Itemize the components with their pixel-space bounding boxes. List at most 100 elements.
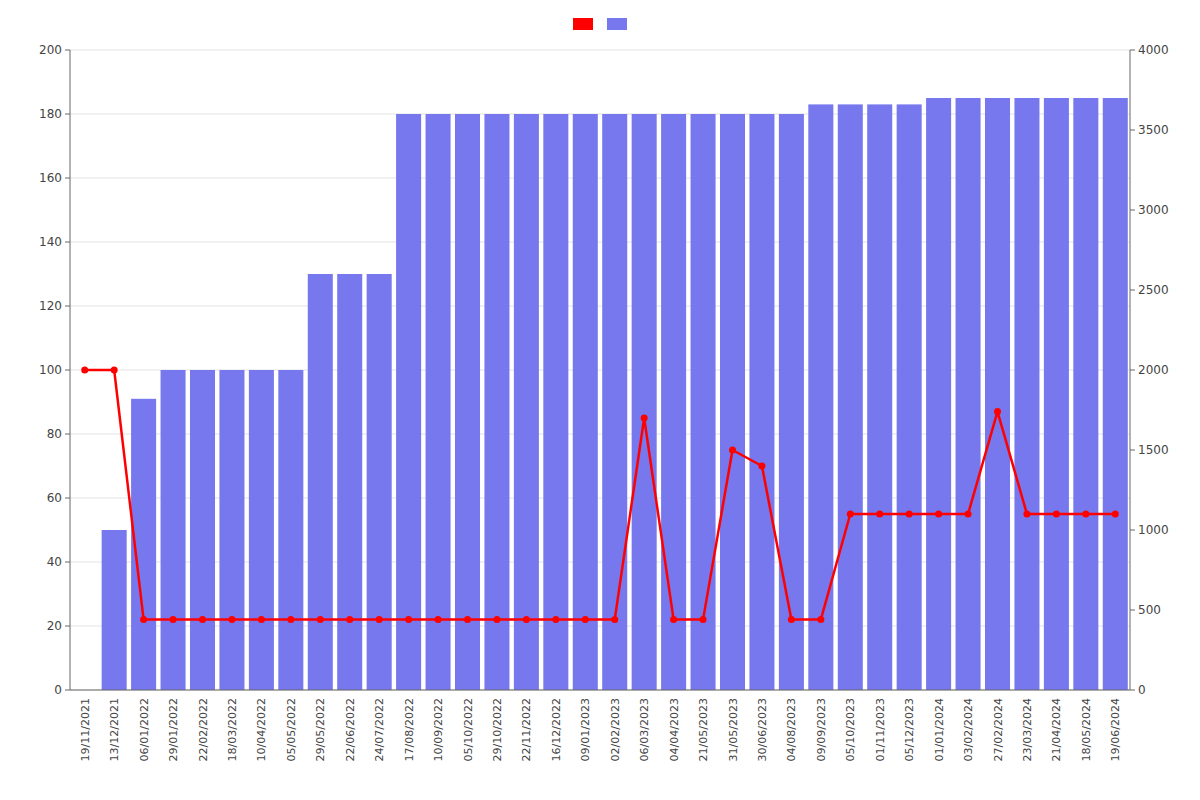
x-tick-label: 22/11/2022 xyxy=(520,698,533,761)
y-tick-label: 140 xyxy=(39,235,62,249)
y-tick-label: 40 xyxy=(47,555,62,569)
bar xyxy=(985,98,1010,690)
point xyxy=(847,511,854,518)
point xyxy=(464,616,471,623)
point xyxy=(876,511,883,518)
y2-tick-label: 4000 xyxy=(1138,43,1169,57)
legend-swatch xyxy=(573,18,593,30)
point xyxy=(906,511,913,518)
point xyxy=(140,616,147,623)
bar xyxy=(749,114,774,690)
y2-tick-label: 500 xyxy=(1138,603,1161,617)
bar xyxy=(1014,98,1039,690)
bar xyxy=(367,274,392,690)
x-tick-label: 19/11/2021 xyxy=(79,698,92,761)
x-tick-label: 01/11/2023 xyxy=(874,698,887,761)
bar xyxy=(867,104,892,690)
x-tick-label: 16/12/2022 xyxy=(550,698,563,761)
point xyxy=(317,616,324,623)
bar xyxy=(190,370,215,690)
tick-mark xyxy=(65,690,70,691)
x-tick-label: 18/03/2022 xyxy=(226,698,239,761)
point xyxy=(1112,511,1119,518)
x-tick-label: 21/05/2023 xyxy=(697,698,710,761)
tick-mark xyxy=(1130,50,1135,51)
grid-line xyxy=(70,690,1130,691)
x-tick-label: 05/05/2022 xyxy=(285,698,298,761)
bar xyxy=(573,114,598,690)
x-tick-label: 04/08/2023 xyxy=(785,698,798,761)
tick-mark xyxy=(65,498,70,499)
line xyxy=(85,370,1116,620)
x-tick-label: 02/02/2023 xyxy=(609,698,622,761)
x-tick-label: 03/02/2024 xyxy=(962,698,975,761)
x-tick-label: 30/06/2023 xyxy=(756,698,769,761)
x-tick-label: 05/12/2023 xyxy=(903,698,916,761)
bar xyxy=(337,274,362,690)
x-tick-label: 22/02/2022 xyxy=(197,698,210,761)
y2-tick-label: 1000 xyxy=(1138,523,1169,537)
x-tick-label: 24/07/2022 xyxy=(373,698,386,761)
bar xyxy=(514,114,539,690)
point xyxy=(435,616,442,623)
x-tick-label: 06/01/2022 xyxy=(138,698,151,761)
tick-mark xyxy=(65,242,70,243)
y-tick-label: 100 xyxy=(39,363,62,377)
y-tick-label: 80 xyxy=(47,427,62,441)
y2-tick-label: 2000 xyxy=(1138,363,1169,377)
y-tick-label: 160 xyxy=(39,171,62,185)
point xyxy=(170,616,177,623)
bar xyxy=(1073,98,1098,690)
grid-line xyxy=(70,50,1130,51)
point xyxy=(199,616,206,623)
x-tick-label: 09/09/2023 xyxy=(815,698,828,761)
bar xyxy=(602,114,627,690)
x-tick-label: 23/03/2024 xyxy=(1021,698,1034,761)
y-axis-line xyxy=(70,50,71,690)
y-tick-label: 60 xyxy=(47,491,62,505)
tick-mark xyxy=(1130,370,1135,371)
point xyxy=(1082,511,1089,518)
x-tick-label: 01/01/2024 xyxy=(933,698,946,761)
point xyxy=(700,616,707,623)
bar xyxy=(1103,98,1128,690)
point xyxy=(670,616,677,623)
legend xyxy=(573,18,627,30)
x-tick-label: 29/10/2022 xyxy=(491,698,504,761)
point xyxy=(523,616,530,623)
plot-area xyxy=(81,98,1128,690)
bar xyxy=(897,104,922,690)
point xyxy=(817,616,824,623)
bar xyxy=(249,370,274,690)
bar xyxy=(219,370,244,690)
x-tick-label: 18/05/2024 xyxy=(1080,698,1093,761)
tick-mark xyxy=(65,370,70,371)
y-tick-label: 180 xyxy=(39,107,62,121)
point xyxy=(405,616,412,623)
point xyxy=(111,367,118,374)
bar xyxy=(779,114,804,690)
bar xyxy=(838,104,863,690)
chart: 0204060801001201401601802000500100015002… xyxy=(0,0,1200,800)
tick-mark xyxy=(1130,610,1135,611)
x-tick-label: 04/04/2023 xyxy=(668,698,681,761)
y2-tick-label: 3000 xyxy=(1138,203,1169,217)
x-tick-label: 31/05/2023 xyxy=(727,698,740,761)
legend-swatch xyxy=(607,18,627,30)
point xyxy=(788,616,795,623)
y2-tick-label: 0 xyxy=(1138,683,1146,697)
point xyxy=(258,616,265,623)
x-tick-label: 19/06/2024 xyxy=(1109,698,1122,761)
point xyxy=(1053,511,1060,518)
tick-mark xyxy=(65,114,70,115)
tick-mark xyxy=(1130,210,1135,211)
point xyxy=(758,463,765,470)
y2-axis-line xyxy=(1130,50,1131,690)
x-tick-label: 21/04/2024 xyxy=(1050,698,1063,761)
x-tick-label: 09/01/2023 xyxy=(579,698,592,761)
bar xyxy=(720,114,745,690)
x-tick-label: 29/01/2022 xyxy=(167,698,180,761)
point xyxy=(994,408,1001,415)
x-tick-label: 22/06/2022 xyxy=(344,698,357,761)
point xyxy=(493,616,500,623)
